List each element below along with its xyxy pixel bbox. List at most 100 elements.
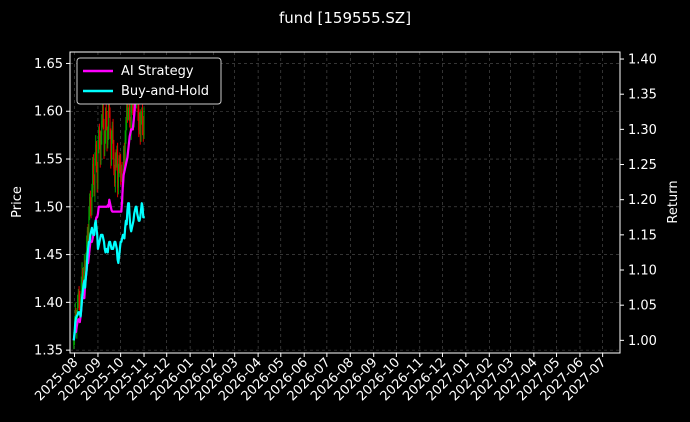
legend: AI Strategy Buy-and-Hold — [76, 57, 222, 105]
candle-body — [129, 101, 131, 121]
candle-body — [114, 159, 116, 183]
candle-body — [123, 149, 125, 183]
candle-body — [93, 178, 95, 193]
candle-body — [91, 187, 93, 212]
candle-body — [142, 111, 144, 126]
candle-body — [96, 168, 98, 183]
line-series — [72, 80, 146, 341]
candle-body — [116, 149, 118, 164]
y-left-tick-label: 1.50 — [34, 200, 63, 215]
candle-body — [118, 159, 120, 174]
candle-body — [92, 163, 94, 179]
candle-body — [77, 292, 79, 305]
candle-body — [119, 159, 121, 164]
candle-body — [117, 173, 119, 188]
y-left-tick-label: 1.60 — [34, 105, 63, 120]
y-right-tick-label: 1.00 — [628, 334, 657, 349]
candle-body — [105, 111, 107, 121]
candle-body — [108, 101, 110, 112]
candle-body — [123, 149, 125, 164]
y-right-tick-label: 1.40 — [628, 53, 657, 68]
candle-body — [98, 130, 100, 150]
candle-body — [127, 111, 129, 117]
candle-body — [115, 159, 117, 164]
candle-body — [103, 125, 105, 150]
candle-body — [80, 283, 82, 298]
candle-body — [129, 120, 131, 131]
candle-body — [120, 168, 122, 179]
plot-frame — [69, 51, 621, 354]
y-left-tick-label: 1.45 — [34, 248, 63, 263]
candle-body — [95, 144, 97, 169]
legend-box — [76, 57, 222, 105]
candle-body — [83, 273, 85, 286]
candle-body — [112, 125, 114, 150]
candle-body — [83, 264, 85, 274]
candle-body — [88, 216, 90, 238]
candle-body — [140, 120, 142, 136]
candle-body — [138, 111, 140, 131]
candle-body — [94, 159, 96, 193]
candle-body — [107, 130, 109, 145]
candle-body — [104, 139, 106, 150]
candle-body — [113, 149, 115, 169]
candle-body — [143, 111, 145, 136]
candle-body — [78, 292, 80, 301]
legend-label-ai-strategy: AI Strategy — [121, 64, 194, 79]
candle-body — [98, 130, 100, 140]
candle-body — [79, 300, 81, 312]
candle-body — [101, 120, 103, 136]
candle-body — [92, 163, 94, 188]
candle-body — [89, 197, 91, 217]
candle-body — [111, 139, 113, 160]
y-left-tick-label: 1.55 — [34, 153, 63, 168]
candle-body — [120, 163, 122, 179]
y-axis-label-right: Return — [666, 180, 681, 223]
candle-body — [82, 271, 84, 286]
candle-body — [106, 120, 108, 145]
candle-body — [101, 106, 103, 121]
candle-body — [142, 125, 144, 136]
candle-body — [114, 168, 116, 183]
candle-body — [110, 135, 112, 160]
candle-body — [84, 264, 86, 276]
candle-body — [95, 144, 97, 160]
y-left-tick-label: 1.35 — [34, 344, 63, 359]
candle-body — [81, 271, 83, 284]
left-axis-ticks: 1.35 1.40 1.45 1.50 1.55 1.60 1.65 — [34, 57, 70, 359]
candle-body — [126, 106, 128, 117]
buy-and-hold-line — [72, 202, 146, 341]
right-axis-ticks: 1.00 1.05 1.10 1.15 1.20 1.25 1.30 1.35 1.40 — [620, 53, 657, 349]
candle-body — [128, 101, 130, 112]
candle-body — [124, 139, 126, 164]
y-left-tick-label: 1.40 — [34, 296, 63, 311]
candle-body — [111, 125, 113, 140]
candle-body — [105, 111, 107, 140]
y-right-tick-label: 1.15 — [628, 228, 657, 243]
candle-body — [89, 197, 91, 207]
candle-body — [130, 106, 132, 131]
candle-body — [97, 149, 99, 183]
y-right-tick-label: 1.35 — [628, 88, 657, 103]
candle-body — [100, 135, 102, 161]
candle-body — [99, 139, 101, 161]
candle-body — [125, 120, 127, 140]
candle-body — [108, 101, 110, 131]
ai-strategy-line — [72, 80, 139, 341]
candle-body — [77, 304, 79, 317]
y-right-tick-label: 1.20 — [628, 193, 657, 208]
y-right-tick-label: 1.25 — [628, 158, 657, 173]
candle-body — [86, 230, 88, 246]
candle-body — [141, 111, 143, 121]
chart-title: fund [159555.SZ] — [279, 9, 411, 27]
candle-body — [126, 106, 128, 121]
candle-body — [73, 335, 75, 346]
candle-body — [86, 245, 88, 260]
candle-body — [90, 206, 92, 212]
candle-body — [139, 116, 141, 131]
y-left-tick-label: 1.65 — [34, 57, 63, 72]
y-right-tick-label: 1.05 — [628, 299, 657, 314]
candle-body — [87, 230, 89, 238]
candle-body — [102, 106, 104, 126]
y-axis-label-left: Price — [10, 186, 25, 218]
